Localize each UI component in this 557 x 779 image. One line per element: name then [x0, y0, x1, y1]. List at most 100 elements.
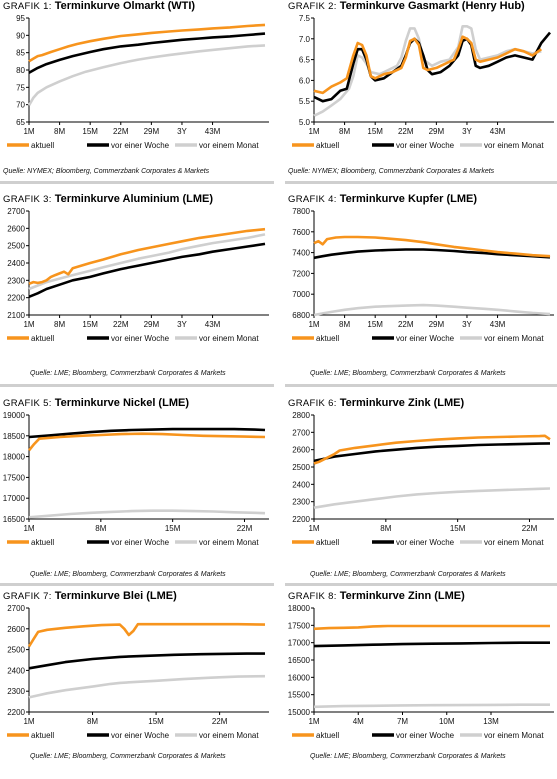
series-line-vor-einer-Woche: [313, 31, 551, 103]
y-tick-label: 2600: [7, 224, 25, 233]
series-line-aktuell: [28, 23, 266, 63]
y-tick-label: 6.5: [299, 56, 311, 65]
series-line-vor-einem-Monat: [28, 509, 266, 519]
chart-panel-g6: GRAFIK 6: Terminkurve Zink (LME) 2200 230…: [288, 397, 557, 586]
x-tick-label: 7M: [397, 717, 408, 726]
y-tick-label: 2200: [292, 515, 310, 524]
divider: [0, 384, 274, 387]
series-line-aktuell: [313, 235, 551, 258]
chart-title: GRAFIK 1: Terminkurve Olmarkt (WTI): [3, 0, 273, 12]
series-line-vor-einer-Woche: [28, 242, 266, 299]
y-tick-label: 16000: [288, 673, 311, 682]
x-tick-label: 3Y: [177, 127, 187, 136]
x-tick-label: 1M: [23, 320, 34, 329]
x-tick-label: 1M: [308, 127, 319, 136]
chart-title: GRAFIK 5: Terminkurve Nickel (LME): [3, 397, 273, 409]
series-line-aktuell: [28, 227, 266, 286]
y-tick-label: 16500: [3, 515, 26, 524]
y-tick-label: 2300: [7, 276, 25, 285]
chart-panel-g3: GRAFIK 3: Terminkurve Aluminium (LME) 21…: [3, 193, 273, 382]
legend-label: aktuell: [31, 731, 54, 740]
y-tick-label: 75: [16, 83, 25, 92]
y-tick-label: 7.5: [299, 14, 311, 23]
chart-panel-g4: GRAFIK 4: Terminkurve Kupfer (LME) 6800 7…: [288, 193, 557, 382]
y-tick-label: 2200: [7, 708, 25, 717]
y-tick-label: 17000: [3, 494, 26, 503]
series-line-vor-einem-Monat: [27, 44, 266, 107]
legend-label: aktuell: [316, 538, 339, 547]
x-tick-label: 15M: [82, 320, 98, 329]
x-tick-label: 15M: [367, 320, 383, 329]
series-line-vor-einer-Woche: [313, 641, 550, 648]
legend-label: vor einem Monat: [484, 731, 544, 740]
x-tick-label: 1M: [308, 524, 319, 533]
series-line-vor-einer-Woche: [313, 248, 551, 260]
y-tick-label: 2700: [292, 428, 310, 437]
chart-title-text: Terminkurve Aluminium (LME): [54, 193, 213, 205]
legend-label: aktuell: [31, 538, 54, 547]
legend-label: vor einem Monat: [199, 538, 259, 547]
legend-label: vor einem Monat: [484, 141, 544, 150]
series-line-vor-einer-Woche: [28, 427, 266, 439]
y-tick-label: 7200: [292, 269, 310, 278]
source-note: Quelle: LME; Bloomberg, Commerzbank Corp…: [30, 370, 226, 377]
chart-title-text: Terminkurve Gasmarkt (Henry Hub): [339, 0, 525, 12]
chart-g2: 5.0 5.5 6.0 6.5 7.0 7.5 1M 8M 15M 22M 29M 3Y 43M aktu…: [292, 14, 554, 150]
y-tick-label: 7800: [292, 207, 310, 216]
y-tick-label: 2300: [7, 687, 25, 696]
y-tick-label: 2100: [7, 311, 25, 320]
y-tick-label: 18000: [3, 453, 26, 462]
y-tick-label: 70: [16, 101, 25, 110]
chart-prefix: GRAFIK 2:: [288, 1, 337, 12]
x-tick-label: 8M: [87, 717, 98, 726]
x-tick-label: 1M: [23, 524, 34, 533]
chart-prefix: GRAFIK 1:: [3, 1, 52, 12]
source-note: Quelle: NYMEX; Bloomberg, Commerzbank Co…: [288, 168, 495, 175]
legend-label: vor einer Woche: [396, 731, 455, 740]
chart-g4: 6800 7000 7200 7400 7600 7800 1M 8M 15M 22M 29M 3Y 4…: [292, 207, 554, 343]
series-line-vor-einer-Woche: [313, 442, 551, 463]
x-tick-label: 22M: [237, 524, 253, 533]
y-tick-label: 5.0: [299, 118, 311, 127]
series-line-vor-einem-Monat: [28, 233, 266, 291]
y-tick-label: 17500: [3, 473, 26, 482]
y-tick-label: 2700: [7, 604, 25, 613]
y-tick-label: 2200: [7, 294, 25, 303]
y-tick-label: 2500: [7, 242, 25, 251]
y-tick-label: 7400: [292, 249, 310, 258]
legend-label: aktuell: [316, 731, 339, 740]
x-tick-label: 29M: [429, 320, 445, 329]
y-tick-label: 7000: [292, 290, 310, 299]
legend-label: vor einem Monat: [199, 141, 259, 150]
x-tick-label: 29M: [144, 127, 160, 136]
x-tick-label: 22M: [398, 320, 414, 329]
legend-label: vor einem Monat: [484, 334, 544, 343]
chart-g5: 16500 17000 17500 18000 18500 19000 1M 8M 15M 22M…: [3, 411, 269, 547]
y-tick-label: 18500: [3, 432, 26, 441]
series-line-vor-einem-Monat: [313, 703, 550, 709]
chart-title: GRAFIK 7: Terminkurve Blei (LME): [3, 590, 273, 602]
chart-title-text: Terminkurve Kupfer (LME): [339, 193, 478, 205]
x-tick-label: 22M: [113, 127, 129, 136]
y-tick-label: 18000: [288, 604, 311, 613]
x-tick-label: 15M: [82, 127, 98, 136]
x-tick-label: 3Y: [177, 320, 187, 329]
series-line-vor-einer-Woche: [28, 652, 265, 670]
series-line-aktuell: [27, 432, 266, 452]
legend-label: aktuell: [316, 141, 339, 150]
y-tick-label: 17500: [288, 621, 311, 630]
chart-panel-g1: GRAFIK 1: Terminkurve Olmarkt (WTI) 65 70…: [3, 0, 273, 189]
divider: [285, 583, 557, 586]
series-line-vor-einem-Monat: [313, 25, 542, 117]
chart-title: GRAFIK 6: Terminkurve Zink (LME): [288, 397, 557, 409]
legend-label: aktuell: [31, 334, 54, 343]
y-tick-label: 85: [16, 49, 25, 58]
x-tick-label: 43M: [490, 320, 506, 329]
series-line-aktuell: [313, 35, 543, 95]
chart-title: GRAFIK 4: Terminkurve Kupfer (LME): [288, 193, 557, 205]
x-tick-label: 22M: [113, 320, 129, 329]
chart-prefix: GRAFIK 7:: [3, 591, 52, 602]
x-tick-label: 1M: [308, 717, 319, 726]
legend-label: vor einer Woche: [396, 141, 455, 150]
x-tick-label: 3Y: [462, 320, 472, 329]
